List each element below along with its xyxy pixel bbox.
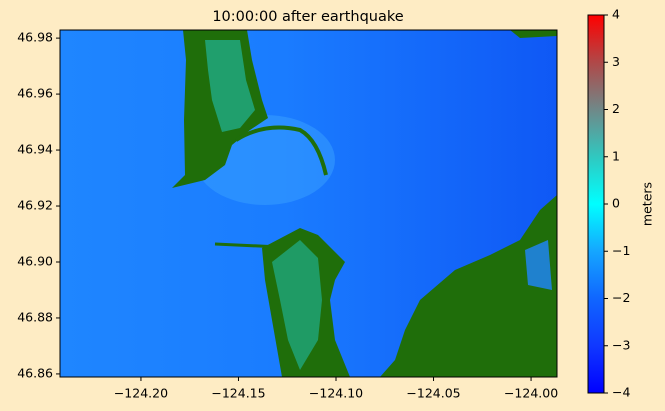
colorbar-tick-label: 1: [612, 148, 620, 163]
colorbar-label: meters: [640, 182, 655, 226]
y-tick-label: 46.98: [17, 30, 53, 45]
colorbar: [587, 14, 605, 394]
colorbar-tick-label: −1: [612, 243, 630, 258]
colorbar-tick-label: 0: [612, 196, 620, 211]
northeast-island: [510, 30, 557, 38]
colorbar-tick-label: −2: [612, 290, 630, 305]
x-tick-label: −124.20: [114, 386, 168, 401]
x-tick-label: −124.00: [504, 386, 558, 401]
chart-title: 10:00:00 after earthquake: [212, 9, 403, 25]
colorbar-tick-label: −4: [612, 385, 630, 400]
southeast-pond: [525, 240, 552, 290]
bay-hook: [234, 125, 328, 176]
southeast-land: [380, 195, 557, 377]
south-spit-wet: [272, 240, 322, 370]
land: [172, 30, 557, 377]
y-tick-label: 46.86: [17, 365, 53, 380]
plot-frame: [59, 29, 558, 378]
colorbar-tick-label: 2: [612, 101, 620, 116]
x-tick-label: −124.05: [406, 386, 460, 401]
y-tick-label: 46.94: [17, 142, 53, 157]
jetty: [214, 242, 281, 249]
y-tick-label: 46.96: [17, 86, 53, 101]
y-tick-label: 46.92: [17, 198, 53, 213]
y-tick-label: 46.90: [17, 253, 53, 268]
colorbar-tick-label: 3: [612, 54, 620, 69]
x-tick-label: −124.10: [309, 386, 363, 401]
north-spit-wet: [205, 40, 255, 132]
colorbar-tick-label: −3: [612, 337, 630, 352]
y-tick-label: 46.88: [17, 309, 53, 324]
x-tick-label: −124.15: [211, 386, 265, 401]
colorbar-tick-label: 4: [612, 7, 620, 22]
